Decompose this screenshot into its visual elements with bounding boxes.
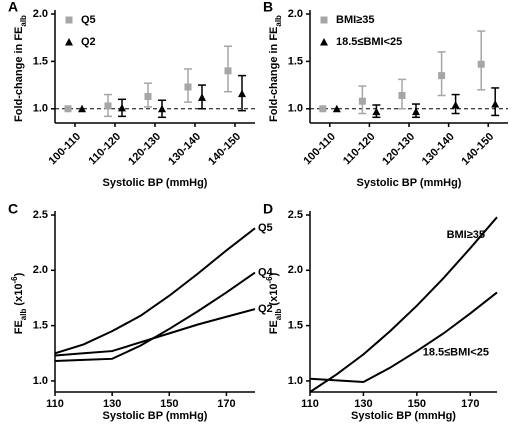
y-tick-label: 2.0 [33, 8, 48, 20]
y-axis-label: FEalb (x10-6) [265, 272, 283, 334]
legend-label: Q5 [81, 14, 96, 26]
y-tick-label: 2.5 [33, 209, 48, 221]
y-tick-label: 1.0 [33, 375, 48, 387]
x-tick-label: 130 [354, 398, 372, 410]
x-tick-label: 170 [461, 398, 479, 410]
y-tick-label: 1.0 [288, 103, 303, 115]
line [54, 308, 256, 357]
legend-marker [320, 16, 328, 24]
panel-label: A [8, 0, 18, 15]
y-axis-label-part: alb [274, 15, 283, 27]
series-label: 18.5≤BMI<25 [423, 346, 489, 358]
point [158, 104, 166, 113]
y-axis-label: Fold-change in FEalb [268, 15, 283, 122]
x-tick-label: 110-120 [87, 131, 124, 168]
y-axis-label-part: (x10 [268, 284, 280, 309]
y-tick-label: 1.5 [33, 320, 48, 332]
y-tick-label: 2.0 [33, 264, 48, 276]
y-axis-label-part: (x10 [13, 284, 25, 309]
x-tick-label: 110 [46, 398, 64, 410]
y-tick-label: 1.0 [33, 103, 48, 115]
y-tick-label: 1.5 [288, 55, 303, 67]
point [412, 107, 420, 116]
point [491, 100, 500, 108]
x-axis-label: Systolic BP (mmHg) [103, 410, 208, 422]
series-label: BMI≥35 [447, 229, 485, 241]
line [309, 216, 498, 393]
y-axis-label: FEalb (x10-6) [10, 272, 28, 334]
point [224, 67, 232, 75]
x-tick-label: 110-120 [341, 131, 378, 168]
x-axis-label: Systolic BP (mmHg) [103, 177, 208, 189]
point [358, 97, 366, 105]
legend-label: Q2 [81, 36, 96, 48]
point [438, 72, 446, 80]
point [144, 92, 152, 100]
panel-label: B [263, 0, 273, 15]
legend-marker [65, 38, 73, 46]
point [372, 107, 381, 116]
x-tick-label: 130 [103, 398, 121, 410]
point [477, 60, 485, 68]
y-axis-label-part: -6 [10, 276, 19, 284]
panel-label: D [263, 201, 273, 217]
legend-marker [320, 38, 328, 46]
x-tick-label: 100-110 [47, 131, 84, 168]
y-axis-label-part: alb [19, 15, 28, 27]
line [54, 227, 256, 355]
x-axis-label: Systolic BP (mmHg) [357, 177, 462, 189]
series-label: Q4 [258, 266, 274, 278]
point [319, 105, 327, 113]
y-axis-label: Fold-change in FEalb [13, 15, 28, 122]
y-axis-label-part: FE [13, 320, 25, 334]
point [64, 105, 72, 113]
point [238, 89, 246, 98]
legend-label: 18.5≤BMI<25 [336, 36, 402, 48]
x-tick-label: 130-140 [166, 131, 203, 168]
y-tick-label: 1.5 [33, 55, 48, 67]
point [184, 83, 192, 91]
y-axis-label-part: Fold-change in FE [268, 27, 280, 122]
y-axis-label-part: -6 [265, 276, 274, 284]
y-tick-label: 2.0 [288, 264, 303, 276]
x-tick-label: 100-110 [301, 131, 338, 168]
point [398, 92, 406, 100]
x-tick-label: 140-150 [206, 131, 243, 168]
point [451, 100, 460, 109]
y-tick-label: 1.0 [288, 375, 303, 387]
y-axis-label-part: alb [19, 309, 28, 321]
point [78, 104, 86, 113]
x-tick-label: 120-130 [126, 131, 163, 168]
point [104, 102, 112, 110]
legend-label: BMI≥35 [336, 14, 374, 26]
x-tick-label: 130-140 [420, 131, 457, 168]
x-tick-label: 140-150 [459, 131, 496, 168]
y-tick-label: 2.5 [288, 209, 303, 221]
legend-marker [65, 16, 73, 24]
x-axis-label: Systolic BP (mmHg) [351, 410, 456, 422]
y-tick-label: 2.0 [288, 8, 303, 20]
line [309, 291, 498, 384]
series-label: Q5 [258, 222, 273, 234]
y-axis-label-part: ) [268, 272, 280, 276]
x-tick-label: 120-130 [380, 131, 417, 168]
point [118, 103, 126, 112]
series-label: Q2 [258, 303, 273, 315]
point [198, 93, 206, 101]
y-axis-label-part: Fold-change in FE [13, 27, 25, 122]
x-tick-label: 150 [408, 398, 426, 410]
x-tick-label: 170 [217, 398, 235, 410]
y-axis-label-part: ) [13, 272, 25, 276]
point [332, 104, 341, 113]
y-axis-label-part: FE [268, 320, 280, 334]
x-tick-label: 110 [301, 398, 319, 410]
y-tick-label: 1.5 [288, 320, 303, 332]
panel-label: C [8, 201, 18, 217]
y-axis-label-part: alb [274, 309, 283, 321]
x-tick-label: 150 [160, 398, 178, 410]
